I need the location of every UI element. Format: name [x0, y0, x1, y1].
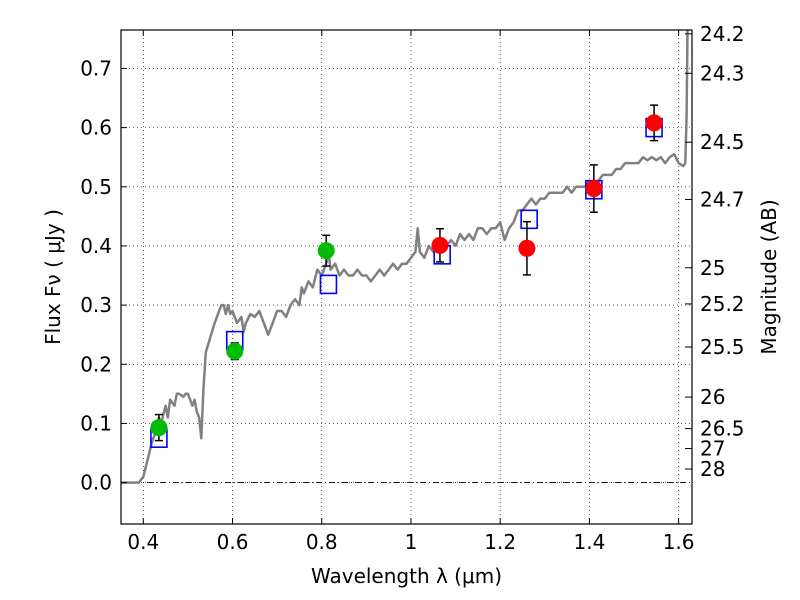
plot-frame — [120, 29, 693, 525]
mag-tick-label: 25.5 — [700, 335, 745, 359]
mag-tick-label: 26.5 — [700, 417, 745, 441]
spectrum-line — [121, 30, 689, 484]
mag-tick-label: 25 — [700, 256, 725, 280]
red-data-point — [518, 239, 536, 257]
x-tick-label: 0.8 — [306, 530, 338, 554]
mag-tick-label: 24.3 — [700, 61, 745, 85]
mag-tick-label: 27 — [700, 437, 725, 461]
red-data-point — [585, 180, 603, 198]
y-tick-label: 0.7 — [80, 56, 112, 80]
y-tick-label: 0.6 — [80, 116, 112, 140]
mag-tick-label: 25.2 — [700, 292, 745, 316]
tick-layer: 0.4 0.6 0.8 1 1.2 1.4 1.6 0.0 0.1 0.2 0.3 0.4 0.5 0.6… — [80, 22, 744, 554]
x-tick-label: 1.6 — [663, 530, 695, 554]
x-tick-label: 0.4 — [127, 530, 159, 554]
red-data-point — [645, 114, 663, 132]
mag-tick-label: 26 — [700, 385, 725, 409]
mag-tick-label: 24.7 — [700, 187, 745, 211]
grid-lines — [121, 30, 692, 524]
mag-tick-label: 24.5 — [700, 130, 745, 154]
green-data-point — [226, 342, 244, 360]
y-tick-label: 0.5 — [80, 175, 112, 199]
red-data-point — [431, 236, 449, 254]
y-tick-label: 0.4 — [80, 234, 112, 258]
model-square-marker — [319, 274, 338, 295]
x-tick-label: 1 — [405, 530, 418, 554]
green-data-point — [150, 419, 168, 437]
green-data-point — [317, 242, 335, 260]
y-tick-label: 0.0 — [80, 471, 112, 495]
y-axis-label: Flux Fν ( μJy ) — [41, 209, 65, 345]
mag-tick-label: 28 — [700, 457, 725, 481]
y-tick-label: 0.2 — [80, 352, 112, 376]
x-tick-label: 1.2 — [484, 530, 516, 554]
series-layer — [121, 30, 689, 484]
y-tick-label: 0.1 — [80, 411, 112, 435]
y-tick-label: 0.3 — [80, 293, 112, 317]
x-tick-label: 1.4 — [573, 530, 605, 554]
y2-axis-label: Magnitude (AB) — [757, 199, 781, 354]
mag-tick-label: 24.2 — [700, 22, 745, 46]
x-axis-label: Wavelength λ (μm) — [311, 564, 502, 588]
model-square-marker — [520, 209, 538, 230]
x-tick-label: 0.6 — [217, 530, 249, 554]
